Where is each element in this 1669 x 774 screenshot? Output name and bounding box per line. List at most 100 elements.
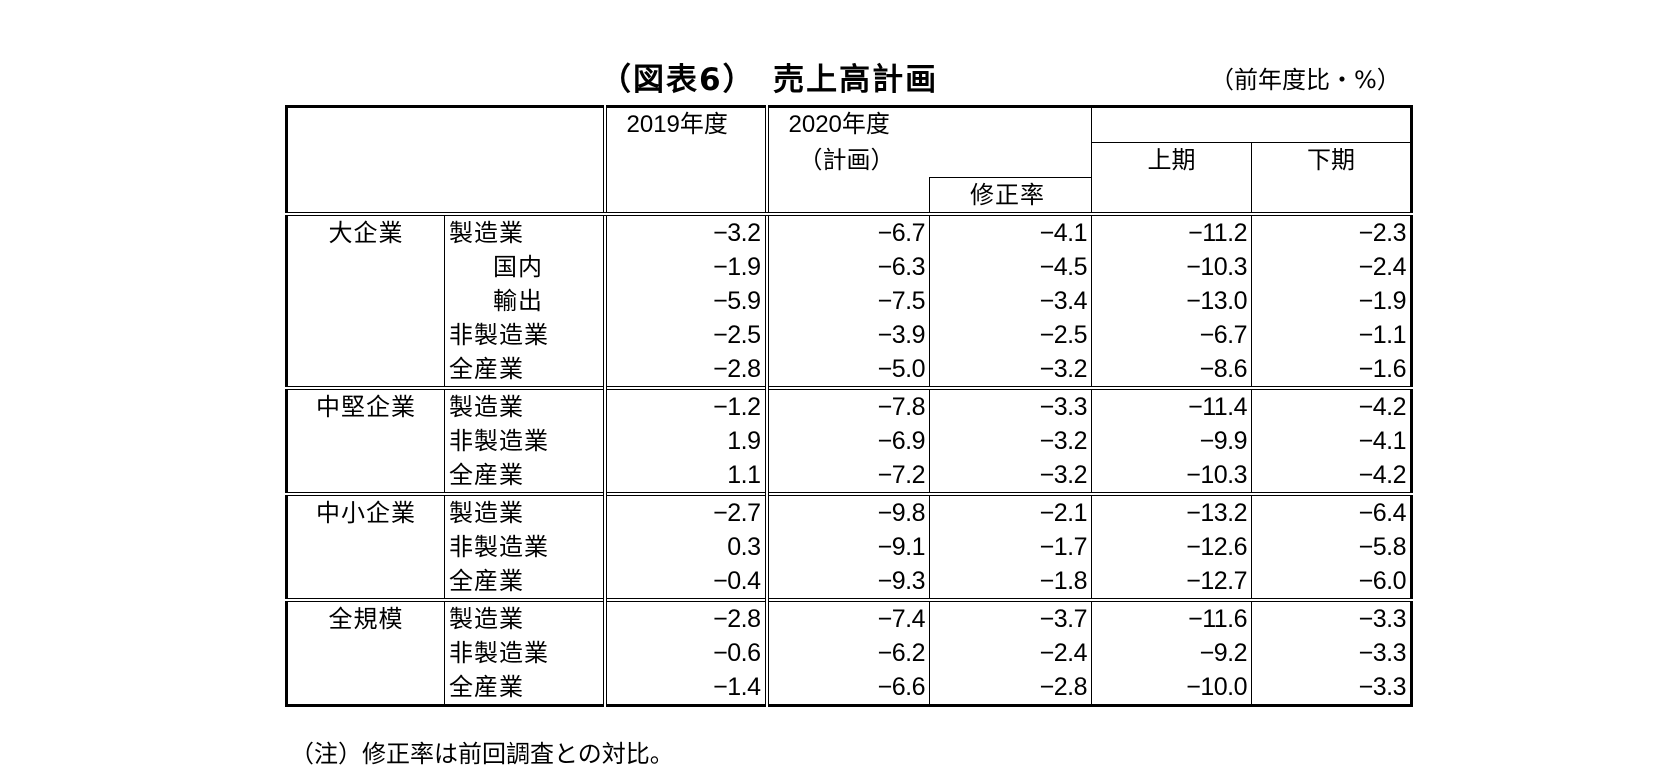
value-second-half: −6.0 — [1251, 563, 1412, 600]
industry-label: 製造業 — [444, 597, 605, 636]
table-row: 全規模 製造業 −2.8 −7.4 −3.7 −11.6 −3.3 — [286, 597, 1412, 705]
value-first-half: −9.9 — [1091, 423, 1252, 458]
value-revision-rate: −3.3 — [928, 385, 1092, 424]
value-2020-plan: −3.9 — [764, 317, 930, 352]
industry-label: 製造業 — [444, 385, 605, 424]
value-first-half: −10.0 — [1091, 669, 1252, 705]
value-2019: 1.9 — [602, 423, 767, 458]
header-2019: 2019年度 — [602, 106, 767, 216]
value-revision-rate: −1.7 — [928, 529, 1092, 564]
value-second-half: −1.9 — [1251, 283, 1412, 318]
value-first-half: −11.4 — [1091, 385, 1252, 424]
value-second-half: −6.4 — [1251, 491, 1412, 530]
value-second-half: −5.8 — [1251, 529, 1412, 564]
table-row: 非製造業 1.9 −6.9 −3.2 −9.9 −4.1 — [287, 423, 1412, 458]
value-revision-rate: −3.2 — [928, 457, 1092, 494]
table-row: 非製造業 −2.5 −3.9 −2.5 −6.7 −1.1 — [287, 317, 1412, 352]
value-2019: −0.4 — [602, 563, 767, 600]
value-first-half: −12.7 — [1091, 563, 1252, 600]
header-second-half: 下期 — [1251, 142, 1412, 216]
value-2020-plan: −6.2 — [764, 635, 930, 670]
value-2020-plan: −7.2 — [764, 457, 930, 494]
table-row: 全産業 −1.4 −6.6 −2.8 −10.0 −3.3 — [287, 669, 1412, 705]
header-2020-plan: （計画） — [764, 142, 930, 216]
value-2019: 1.1 — [602, 457, 767, 494]
value-revision-rate: −3.2 — [928, 423, 1092, 458]
document-title: （図表6） 売上高計画 — [600, 62, 939, 98]
value-2020-plan: −9.8 — [764, 491, 930, 530]
industry-label: 非製造業 — [444, 529, 605, 564]
table-row: 大企業 製造業 −3.2 −6.7 −4.1 −11.2 −2.3 — [287, 213, 1412, 250]
value-second-half: −2.3 — [1251, 213, 1412, 250]
industry-label: 全産業 — [444, 351, 605, 388]
table-row: 非製造業 0.3 −9.1 −1.7 −12.6 −5.8 — [287, 529, 1412, 564]
value-revision-rate: −3.2 — [928, 351, 1092, 388]
group-label: 中堅企業 — [286, 385, 445, 494]
value-2019: −2.8 — [602, 597, 767, 636]
table-row: 非製造業 −0.6 −6.2 −2.4 −9.2 −3.3 — [287, 635, 1412, 670]
value-second-half: −1.1 — [1251, 317, 1412, 352]
value-first-half: −13.2 — [1091, 491, 1252, 530]
table-row: 中小企業 製造業 −2.7 −9.8 −2.1 −13.2 −6.4 — [286, 491, 1412, 600]
value-first-half: −13.0 — [1091, 283, 1252, 318]
value-second-half: −3.3 — [1251, 635, 1412, 670]
value-revision-rate: −2.8 — [928, 669, 1092, 705]
value-revision-rate: −2.1 — [928, 491, 1092, 530]
value-second-half: −4.2 — [1251, 385, 1412, 424]
value-2019: −2.5 — [602, 317, 767, 352]
header-half-group — [1091, 106, 1412, 143]
value-first-half: −11.6 — [1091, 597, 1252, 636]
group-label: 全規模 — [286, 597, 445, 705]
value-second-half: −3.3 — [1251, 669, 1412, 705]
industry-label: 全産業 — [444, 669, 605, 705]
industry-label: 非製造業 — [444, 635, 605, 670]
value-2020-plan: −6.3 — [764, 249, 930, 284]
value-2019: −5.9 — [602, 283, 767, 318]
title-bar: （図表6） 売上高計画 （前年度比・%） — [0, 50, 1669, 100]
unit-label: （前年度比・%） — [1210, 66, 1401, 94]
value-2020-plan: −9.1 — [764, 529, 930, 564]
value-2020-plan: −7.4 — [764, 597, 930, 636]
industry-label: 全産業 — [444, 457, 605, 494]
table-row: 中堅企業 製造業 −1.2 −7.8 −3.3 −11.4 −4.2 — [286, 385, 1412, 494]
industry-label: 製造業 — [444, 491, 605, 530]
value-2019: −1.9 — [602, 249, 767, 284]
header-revision-rate: 修正率 — [928, 176, 1092, 216]
industry-label: 非製造業 — [444, 317, 605, 352]
value-2020-plan: −7.5 — [764, 283, 930, 318]
value-2020-plan: −6.6 — [764, 669, 930, 705]
value-first-half: −10.3 — [1091, 457, 1252, 494]
value-second-half: −4.2 — [1251, 457, 1412, 494]
value-first-half: −8.6 — [1091, 351, 1252, 388]
table-header: 2019年度 2020年度 （計画） 上期 下期 修正率 — [286, 106, 1412, 216]
value-revision-rate: −1.8 — [928, 563, 1092, 600]
value-revision-rate: −4.5 — [928, 249, 1092, 284]
value-second-half: −2.4 — [1251, 249, 1412, 284]
value-2019: −3.2 — [602, 213, 767, 250]
value-2020-plan: −5.0 — [764, 351, 930, 388]
industry-label: 輸出 — [444, 283, 605, 318]
value-2020-plan: −6.9 — [764, 423, 930, 458]
value-second-half: −3.3 — [1251, 597, 1412, 636]
value-2019: −0.6 — [602, 635, 767, 670]
table-row: 全産業 1.1 −7.2 −3.2 −10.3 −4.2 — [287, 457, 1412, 494]
value-revision-rate: −2.5 — [928, 317, 1092, 352]
value-2019: 0.3 — [602, 529, 767, 564]
value-revision-rate: −2.4 — [928, 635, 1092, 670]
header-2020: 2020年度 — [764, 106, 1092, 143]
value-2019: −2.7 — [602, 491, 767, 530]
table-row: 輸出 −5.9 −7.5 −3.4 −13.0 −1.9 — [287, 283, 1412, 318]
value-2020-plan: −9.3 — [764, 563, 930, 600]
table-row: 国内 −1.9 −6.3 −4.5 −10.3 −2.4 — [287, 249, 1412, 284]
header-corner — [286, 106, 605, 216]
group-label: 中小企業 — [286, 491, 445, 600]
table-row: 全産業 −2.8 −5.0 −3.2 −8.6 −1.6 — [287, 351, 1412, 388]
table-body: 大企業 製造業 −3.2 −6.7 −4.1 −11.2 −2.3 国内 −1.9 −6.3 −4.… — [286, 213, 1412, 705]
value-revision-rate: −4.1 — [928, 213, 1092, 250]
industry-label: 国内 — [444, 249, 605, 284]
value-2019: −1.2 — [602, 385, 767, 424]
group-label: 大企業 — [328, 218, 404, 247]
industry-label: 全産業 — [444, 563, 605, 600]
sales-plan-table: 2019年度 2020年度 （計画） 上期 下期 修正率 大企業 製造業 −3.2−… — [285, 105, 1414, 707]
value-second-half: −1.6 — [1251, 351, 1412, 388]
